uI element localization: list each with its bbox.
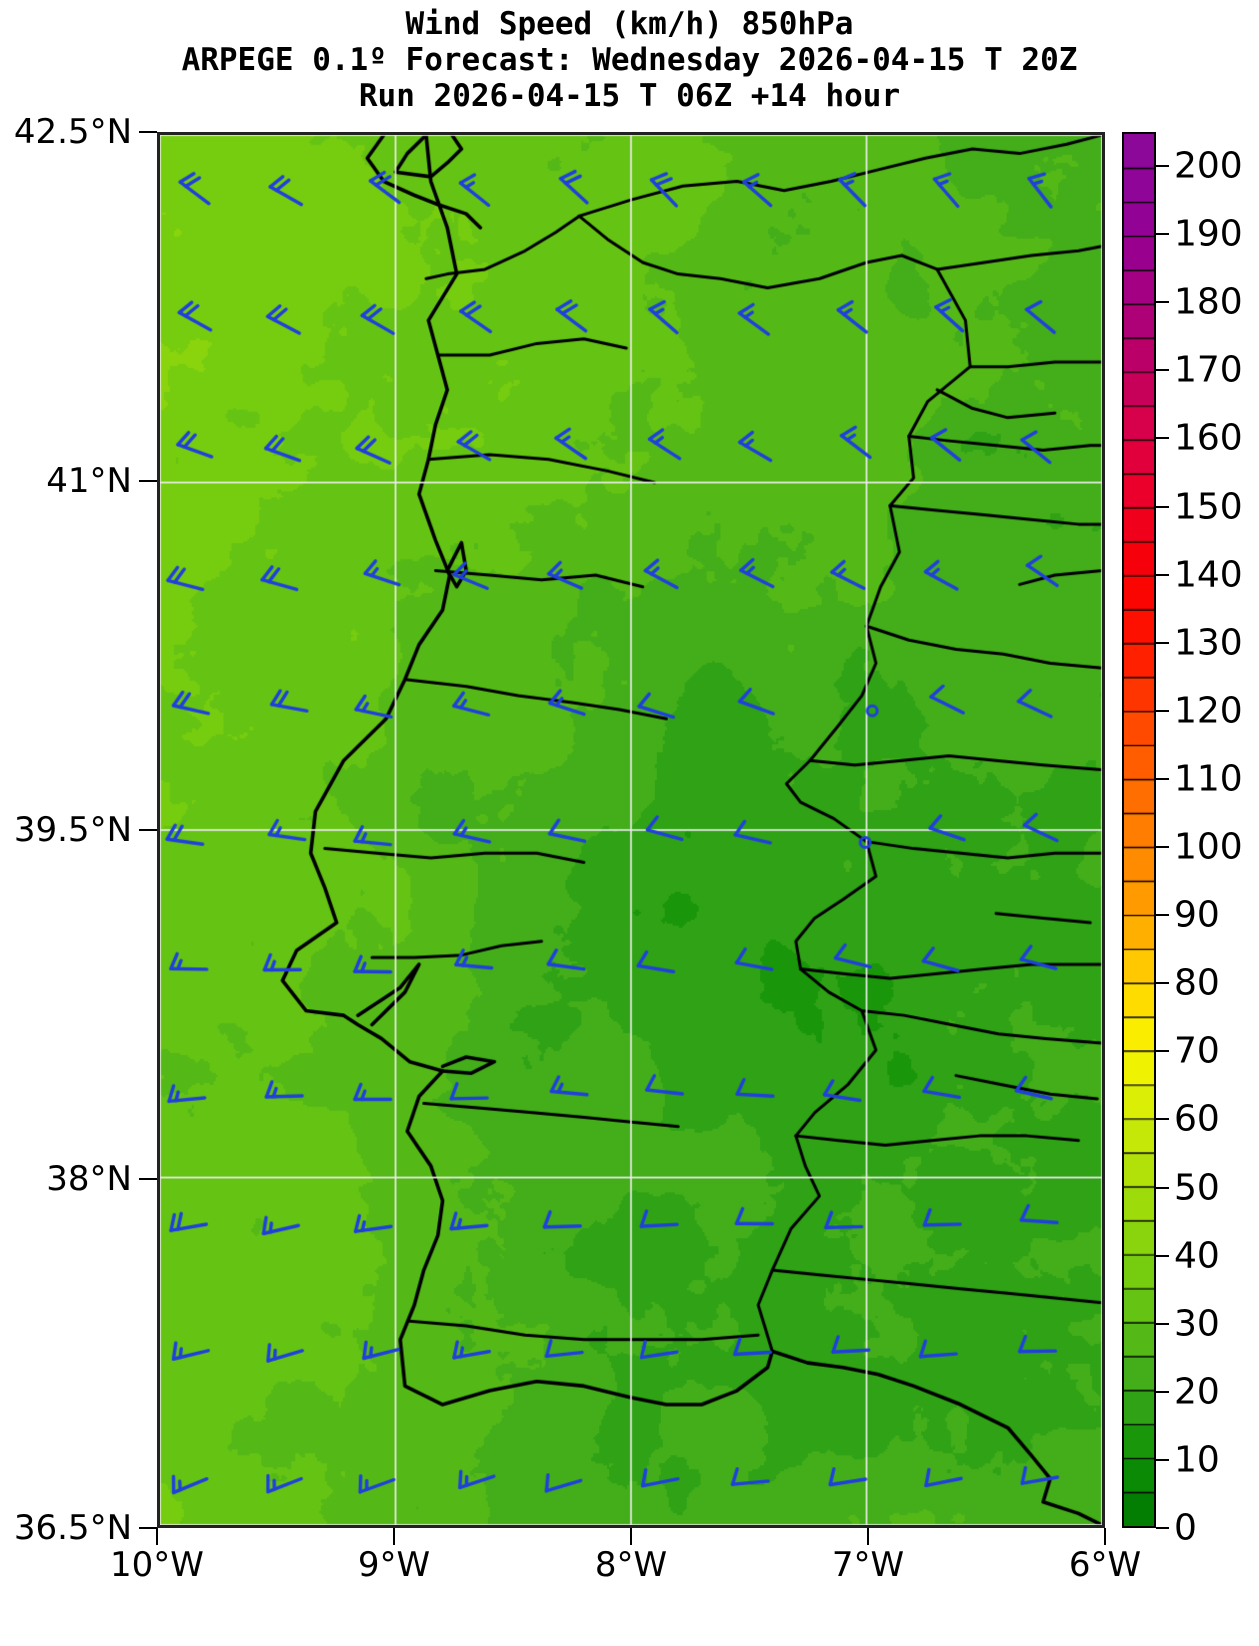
x-axis-label: 9°W xyxy=(357,1545,431,1585)
colorbar-tick-label: 130 xyxy=(1174,622,1243,664)
colorbar-tick-label: 20 xyxy=(1174,1371,1220,1413)
y-axis-tick xyxy=(139,1527,157,1529)
colorbar-tick xyxy=(1156,573,1169,576)
colorbar-tick-label: 40 xyxy=(1174,1235,1220,1277)
colorbar-tick-label: 100 xyxy=(1174,826,1243,868)
x-axis-tick xyxy=(156,1528,158,1545)
colorbar-tick xyxy=(1156,301,1169,304)
colorbar-tick-label: 140 xyxy=(1174,554,1243,596)
colorbar-tick xyxy=(1156,165,1169,168)
chart-title-block: Wind Speed (km/h) 850hPa ARPEGE 0.1º For… xyxy=(0,6,1259,114)
colorbar-tick xyxy=(1156,1390,1169,1393)
x-axis-label: 10°W xyxy=(110,1545,204,1585)
colorbar-tick-label: 70 xyxy=(1174,1030,1220,1072)
colorbar-tick-label: 80 xyxy=(1174,962,1220,1004)
title-line-3: Run 2026-04-15 T 06Z +14 hour xyxy=(358,78,901,114)
colorbar-tick xyxy=(1156,1254,1169,1257)
colorbar-tick xyxy=(1156,982,1169,985)
colorbar-tick xyxy=(1156,641,1169,644)
y-axis-label: 38°N xyxy=(46,1159,132,1199)
colorbar-tick-label: 180 xyxy=(1174,281,1243,323)
y-axis-label: 36.5°N xyxy=(13,1508,132,1548)
colorbar-tick-label: 120 xyxy=(1174,690,1243,732)
y-axis-tick xyxy=(139,1178,157,1180)
colorbar-tick xyxy=(1156,233,1169,236)
colorbar-tick xyxy=(1156,1458,1169,1461)
colorbar-tick-label: 50 xyxy=(1174,1167,1220,1208)
map-plot-area[interactable] xyxy=(157,132,1105,1528)
colorbar-gradient xyxy=(1124,134,1154,1526)
colorbar-tick xyxy=(1156,846,1169,849)
colorbar-tick xyxy=(1156,1186,1169,1189)
wind-speed-contour-map xyxy=(160,135,1102,1525)
colorbar-tick-label: 90 xyxy=(1174,894,1220,936)
y-axis-tick xyxy=(139,480,157,482)
colorbar-tick-label: 160 xyxy=(1174,417,1243,459)
colorbar-tick xyxy=(1156,914,1169,917)
colorbar-tick xyxy=(1156,777,1169,780)
x-axis-label: 8°W xyxy=(594,1545,668,1585)
colorbar-tick-label: 60 xyxy=(1174,1098,1220,1140)
colorbar-tick-label: 200 xyxy=(1174,145,1243,187)
y-axis-label: 42.5°N xyxy=(13,112,132,152)
y-axis-label: 41°N xyxy=(46,461,132,501)
title-line-2: ARPEGE 0.1º Forecast: Wednesday 2026-04-… xyxy=(181,42,1078,78)
colorbar-tick-label: 0 xyxy=(1174,1507,1197,1549)
colorbar-tick-label: 190 xyxy=(1174,213,1243,255)
x-axis-label: 6°W xyxy=(1068,1545,1142,1585)
x-axis-tick xyxy=(630,1528,632,1545)
title-line-1: Wind Speed (km/h) 850hPa xyxy=(405,6,854,42)
colorbar xyxy=(1122,132,1156,1528)
colorbar-tick-label: 170 xyxy=(1174,349,1243,391)
colorbar-tick xyxy=(1156,1322,1169,1325)
colorbar-tick-label: 30 xyxy=(1174,1303,1220,1345)
y-axis-tick xyxy=(139,829,157,831)
colorbar-tick-label: 10 xyxy=(1174,1439,1220,1481)
x-axis-tick xyxy=(1104,1528,1106,1545)
colorbar-tick xyxy=(1156,437,1169,440)
colorbar-tick xyxy=(1156,1050,1169,1053)
x-axis-tick xyxy=(393,1528,395,1545)
x-axis-label: 7°W xyxy=(831,1545,905,1585)
colorbar-tick xyxy=(1156,1118,1169,1121)
colorbar-tick-label: 110 xyxy=(1174,758,1243,800)
x-axis-tick xyxy=(867,1528,869,1545)
colorbar-tick xyxy=(1156,709,1169,712)
colorbar-tick xyxy=(1156,1527,1169,1529)
y-axis-tick xyxy=(139,131,157,133)
colorbar-tick xyxy=(1156,505,1169,508)
colorbar-tick-label: 150 xyxy=(1174,486,1243,528)
colorbar-tick xyxy=(1156,369,1169,372)
y-axis-label: 39.5°N xyxy=(13,810,132,850)
